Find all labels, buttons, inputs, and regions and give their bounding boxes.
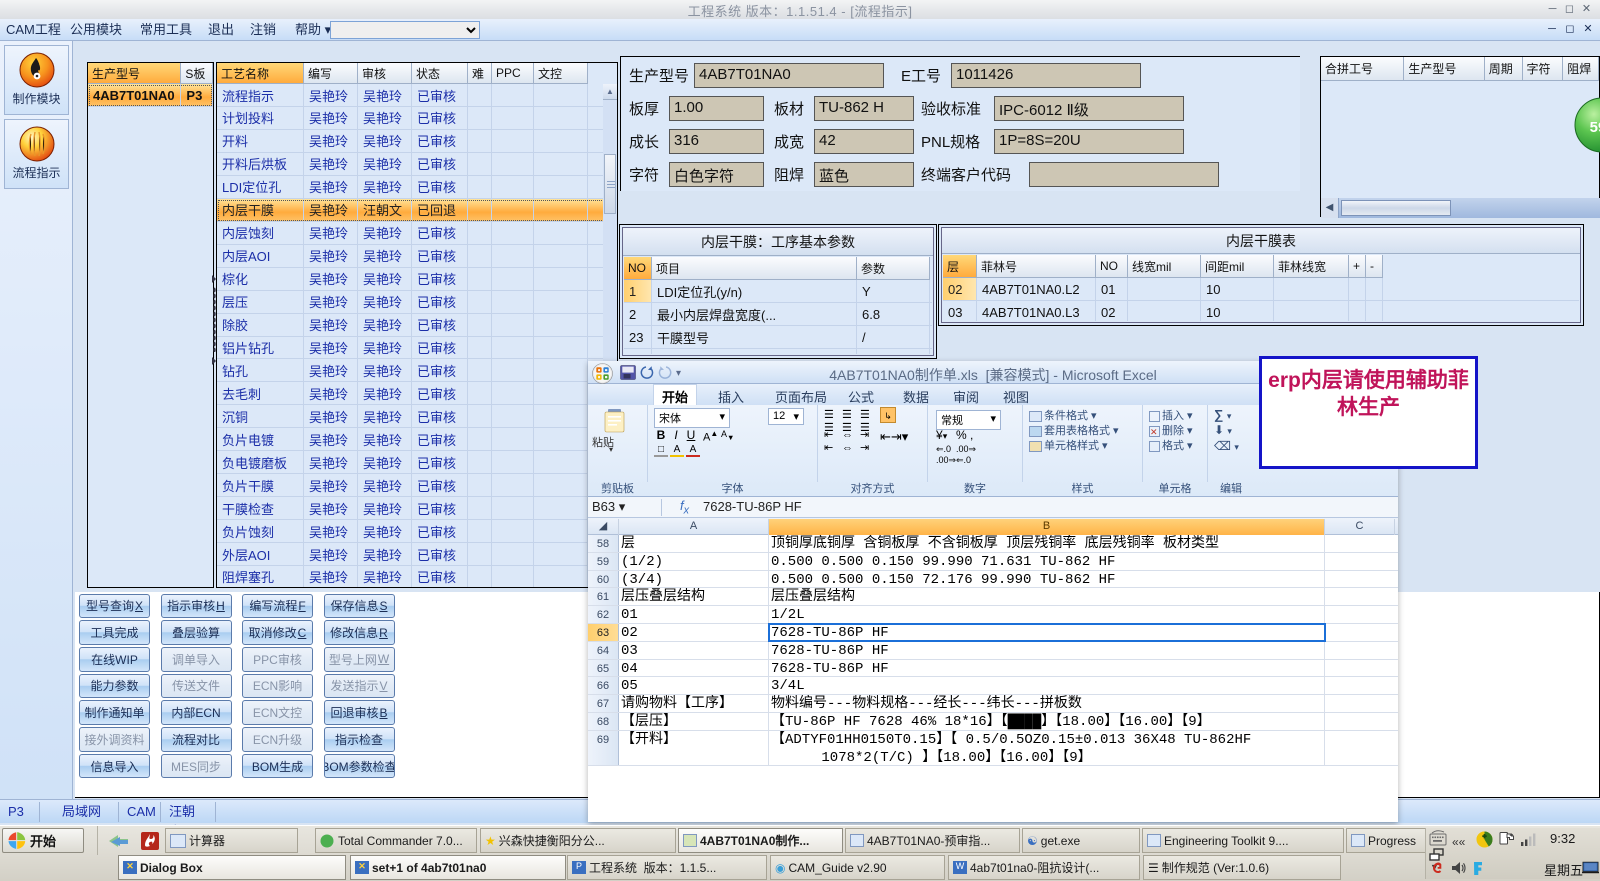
svg-text:59: 59 — [1590, 119, 1600, 136]
